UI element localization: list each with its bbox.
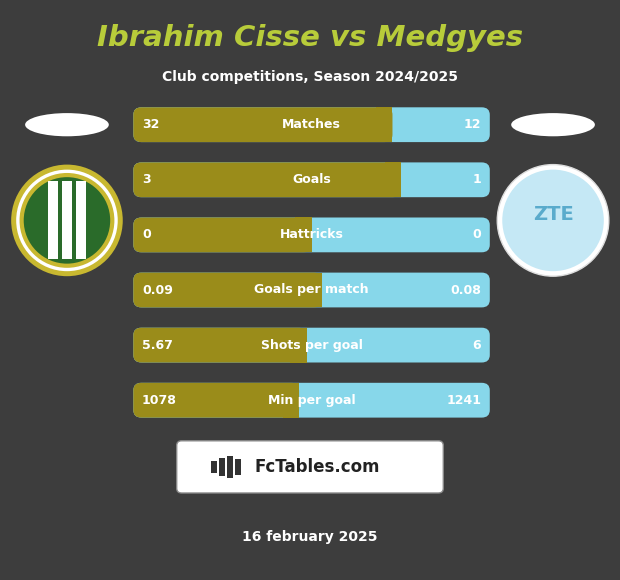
Text: ZTE: ZTE — [533, 205, 574, 224]
Bar — [219, 458, 225, 476]
FancyBboxPatch shape — [133, 107, 392, 142]
Text: 32: 32 — [142, 118, 159, 131]
Bar — [76, 182, 86, 259]
Text: 0: 0 — [472, 229, 481, 241]
Text: 1078: 1078 — [142, 394, 177, 407]
Bar — [290, 328, 306, 362]
FancyBboxPatch shape — [133, 328, 490, 362]
FancyBboxPatch shape — [133, 383, 299, 418]
Text: Matches: Matches — [282, 118, 341, 131]
Text: Min per goal: Min per goal — [268, 394, 355, 407]
Ellipse shape — [497, 165, 609, 276]
FancyBboxPatch shape — [133, 162, 401, 197]
Text: 5.67: 5.67 — [142, 339, 173, 351]
FancyBboxPatch shape — [133, 107, 490, 142]
Bar — [48, 182, 58, 259]
Text: 6: 6 — [472, 339, 481, 351]
Ellipse shape — [502, 169, 604, 271]
Ellipse shape — [16, 169, 118, 271]
FancyBboxPatch shape — [133, 273, 322, 307]
Text: 16 february 2025: 16 february 2025 — [242, 530, 378, 543]
Bar — [376, 107, 392, 142]
Text: 0.09: 0.09 — [142, 284, 173, 296]
Bar — [62, 182, 72, 259]
Ellipse shape — [19, 173, 114, 268]
Ellipse shape — [24, 177, 110, 264]
FancyBboxPatch shape — [133, 383, 490, 418]
Bar — [306, 273, 322, 307]
Bar — [211, 461, 217, 473]
Text: 0: 0 — [142, 229, 151, 241]
Text: 1241: 1241 — [446, 394, 481, 407]
Bar — [384, 162, 401, 197]
Text: Club competitions, Season 2024/2025: Club competitions, Season 2024/2025 — [162, 70, 458, 84]
Text: Ibrahim Cisse vs Medgyes: Ibrahim Cisse vs Medgyes — [97, 24, 523, 52]
Text: 12: 12 — [464, 118, 481, 131]
Bar — [283, 383, 299, 418]
FancyBboxPatch shape — [133, 218, 490, 252]
FancyBboxPatch shape — [133, 162, 490, 197]
Text: 0.08: 0.08 — [450, 284, 481, 296]
Text: Shots per goal: Shots per goal — [260, 339, 363, 351]
Text: 1: 1 — [472, 173, 481, 186]
Bar — [227, 456, 233, 478]
Text: Hattricks: Hattricks — [280, 229, 343, 241]
Ellipse shape — [511, 113, 595, 136]
Text: 3: 3 — [142, 173, 151, 186]
Bar — [235, 459, 241, 475]
FancyBboxPatch shape — [133, 218, 312, 252]
Bar — [296, 218, 312, 252]
Ellipse shape — [11, 165, 123, 276]
Text: Goals per match: Goals per match — [254, 284, 369, 296]
Text: Goals: Goals — [292, 173, 331, 186]
FancyBboxPatch shape — [133, 328, 306, 362]
FancyBboxPatch shape — [133, 273, 490, 307]
FancyBboxPatch shape — [177, 441, 443, 493]
Text: FcTables.com: FcTables.com — [254, 458, 379, 476]
Ellipse shape — [25, 113, 109, 136]
